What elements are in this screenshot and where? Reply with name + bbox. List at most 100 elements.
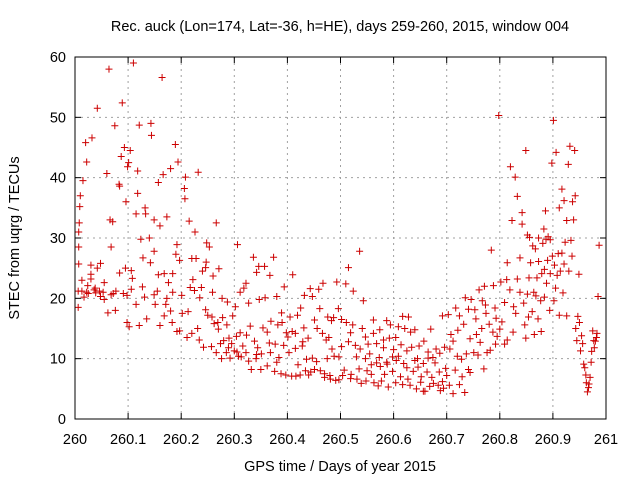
data-point (458, 373, 466, 381)
data-point (555, 311, 563, 319)
data-point (552, 284, 560, 292)
data-point (243, 331, 251, 339)
data-point (216, 340, 224, 348)
data-point (445, 381, 453, 389)
data-point (192, 255, 200, 263)
data-point (535, 234, 543, 242)
data-point (83, 288, 91, 296)
data-point (344, 264, 352, 272)
data-point (296, 371, 304, 379)
data-point (489, 282, 497, 290)
data-point (580, 360, 588, 368)
data-point (392, 379, 400, 387)
data-point (392, 356, 400, 364)
data-point (491, 304, 499, 312)
data-point (386, 321, 394, 329)
data-point (524, 313, 532, 321)
data-point (74, 303, 82, 311)
data-point (301, 367, 309, 375)
data-point (567, 236, 575, 244)
data-point (124, 163, 132, 171)
data-point (569, 198, 577, 206)
y-tick-label: 50 (50, 110, 66, 126)
data-point (253, 350, 261, 358)
data-point (548, 159, 556, 167)
data-point (307, 368, 315, 376)
data-point (91, 284, 99, 292)
data-point (340, 366, 348, 374)
data-point (219, 314, 227, 322)
data-point (151, 300, 159, 308)
data-point (261, 262, 269, 270)
data-point (198, 267, 206, 275)
data-point (464, 366, 472, 374)
data-point (90, 286, 98, 294)
data-point (105, 65, 113, 73)
data-point (335, 376, 343, 384)
data-point (381, 370, 389, 378)
data-point (442, 364, 450, 372)
data-point (210, 320, 218, 328)
data-point (440, 384, 448, 392)
data-point (220, 337, 228, 345)
data-point (335, 353, 343, 361)
data-point (558, 185, 566, 193)
data-point (342, 280, 350, 288)
data-point (310, 366, 318, 374)
data-point (202, 264, 210, 272)
data-point (480, 282, 488, 290)
data-point (527, 259, 535, 267)
data-point (282, 329, 290, 337)
y-tick-label: 0 (58, 412, 66, 428)
x-tick-label: 260.2 (163, 432, 199, 448)
data-point (563, 217, 571, 225)
x-tick-label: 260 (63, 432, 87, 448)
data-point (501, 340, 509, 348)
data-point (472, 315, 480, 323)
data-point (486, 346, 494, 354)
data-point (265, 339, 273, 347)
data-point (495, 112, 503, 120)
data-point (428, 373, 436, 381)
x-tick-label: 260.5 (322, 432, 358, 448)
data-point (229, 312, 237, 320)
data-point (150, 291, 158, 299)
data-point (225, 334, 233, 342)
data-point (104, 309, 112, 317)
data-point (454, 326, 462, 334)
data-point (380, 336, 388, 344)
data-point (383, 317, 391, 325)
data-point (342, 318, 350, 326)
data-point (245, 357, 253, 365)
data-point (443, 372, 451, 380)
data-point (134, 189, 142, 197)
data-point (205, 243, 213, 251)
data-point (300, 324, 308, 332)
data-point (588, 347, 596, 355)
data-point (181, 195, 189, 203)
data-point (493, 332, 501, 340)
data-point (359, 297, 367, 305)
x-tick-label: 260.3 (216, 432, 252, 448)
data-point (385, 334, 393, 342)
data-point (274, 321, 282, 329)
data-point (132, 300, 140, 308)
data-point (126, 147, 134, 155)
data-point (404, 375, 412, 383)
data-point (318, 329, 326, 337)
data-point (147, 119, 155, 127)
data-point (153, 287, 161, 295)
data-point (303, 355, 311, 363)
data-point (286, 313, 294, 321)
data-point (212, 349, 220, 357)
data-point (280, 283, 288, 291)
x-tick-label: 260.1 (110, 432, 146, 448)
data-point (93, 104, 101, 112)
data-point (503, 336, 511, 344)
data-point (271, 367, 279, 375)
data-point (288, 328, 296, 336)
data-point (232, 332, 240, 340)
data-point (255, 296, 263, 304)
data-point (253, 268, 261, 276)
